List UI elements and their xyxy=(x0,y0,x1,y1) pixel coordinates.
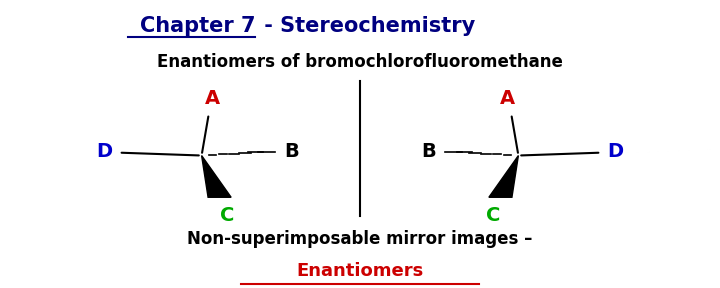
Polygon shape xyxy=(489,156,518,197)
Text: Non-superimposable mirror images –: Non-superimposable mirror images – xyxy=(187,230,533,248)
Text: B: B xyxy=(284,142,299,161)
Text: - Stereochemistry: - Stereochemistry xyxy=(257,16,475,36)
Text: A: A xyxy=(500,89,516,108)
Text: Enantiomers of bromochlorofluoromethane: Enantiomers of bromochlorofluoromethane xyxy=(157,53,563,71)
Polygon shape xyxy=(202,156,231,197)
Text: C: C xyxy=(220,206,234,225)
Text: D: D xyxy=(608,142,624,161)
Text: B: B xyxy=(421,142,436,161)
Text: D: D xyxy=(96,142,112,161)
Text: Chapter 7: Chapter 7 xyxy=(140,16,256,36)
Text: A: A xyxy=(204,89,220,108)
Text: C: C xyxy=(486,206,500,225)
Text: Enantiomers: Enantiomers xyxy=(297,262,423,280)
